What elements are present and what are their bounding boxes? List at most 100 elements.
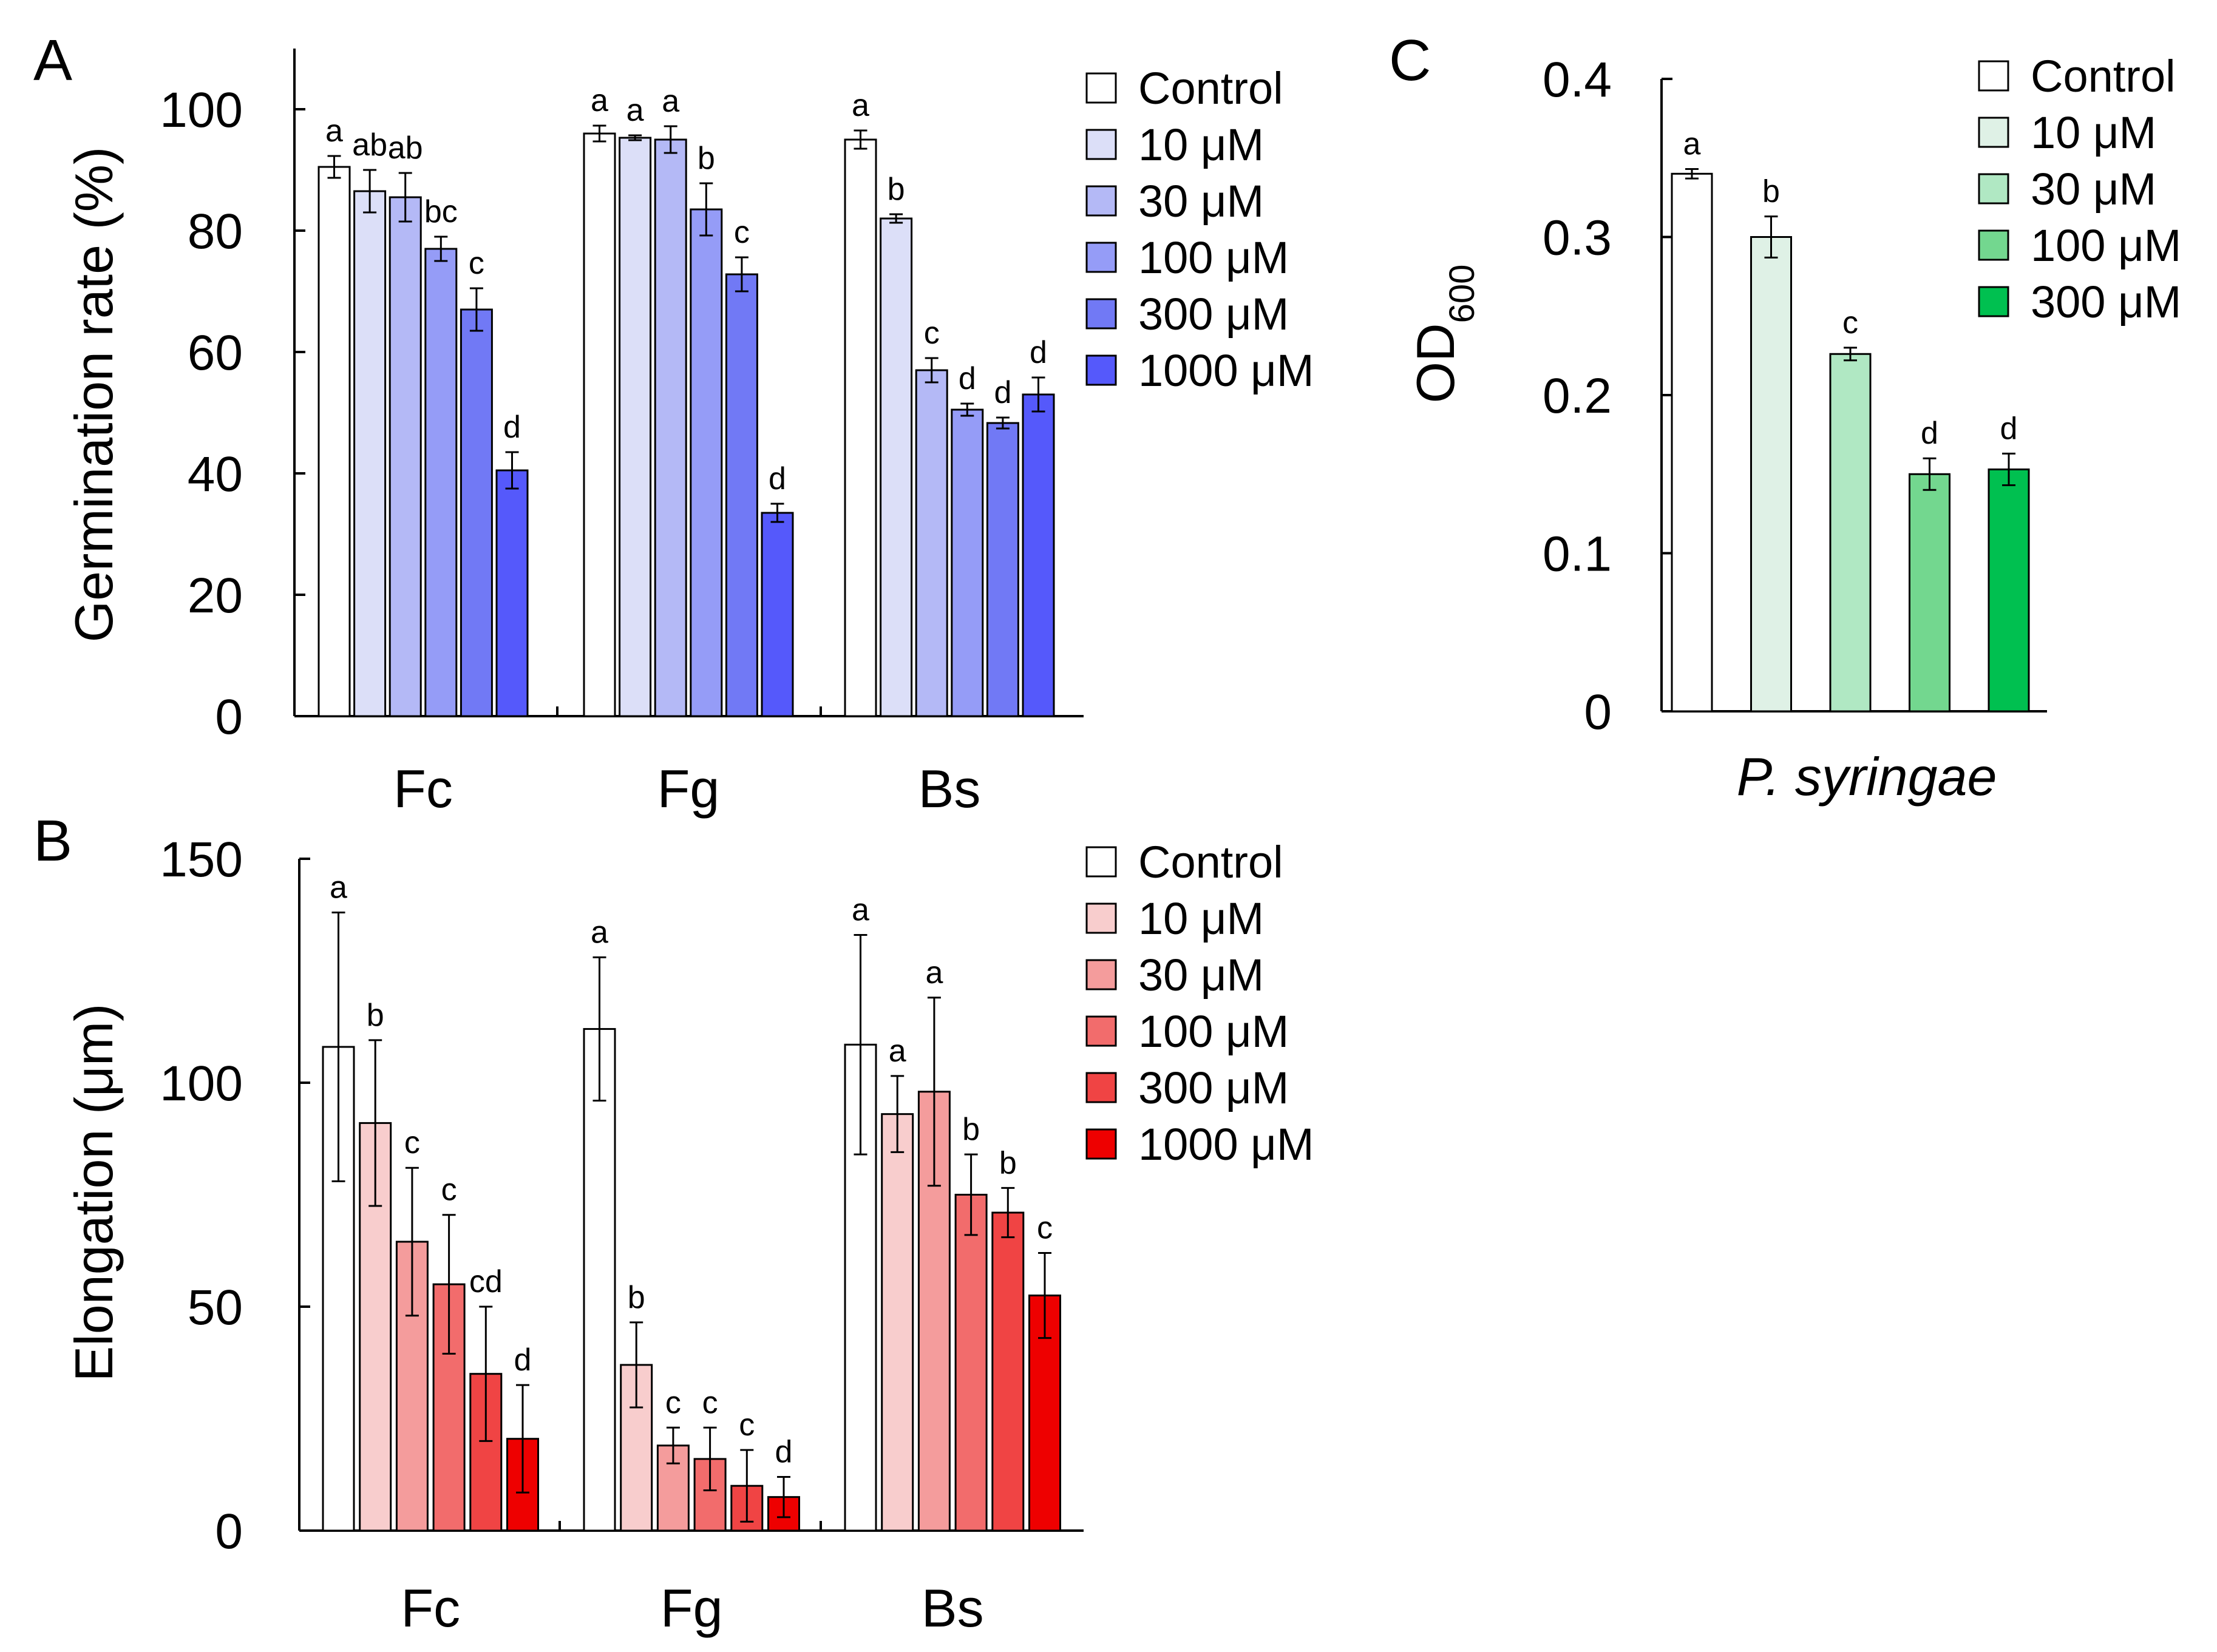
y-axis-title-subscript: 600 [1442,265,1482,323]
y-tick-label: 150 [160,832,243,887]
panel-letter-b: B [33,808,72,873]
significance-letter: d [775,1434,793,1469]
significance-letter: d [514,1342,532,1378]
significance-letter: bc [424,194,458,229]
significance-letter: a [852,892,869,927]
y-axis-title: Elongation (μm) [64,1004,124,1382]
panel-letter-c: C [1389,28,1431,93]
y-tick-label: 0.1 [1543,527,1612,582]
significance-letter: b [367,998,384,1033]
x-category-label: Fg [657,759,720,819]
legend-label: 100 μM [1138,232,1289,283]
bar-p-syringae-control [1671,172,1713,713]
y-tick-label: 50 [188,1280,243,1335]
legend-swatch [1085,846,1117,878]
legend-swatch [1085,129,1117,160]
significance-letter: c [702,1385,718,1420]
legend-label: 10 μM [2031,107,2156,158]
bar-fg-300-m [725,273,758,717]
bar-p-syringae-30-m [1829,353,1872,713]
y-tick-label: 0 [215,689,243,745]
legend-label: 30 μM [1138,950,1264,1000]
y-tick-label: 0.3 [1543,211,1612,266]
bar-fg-control [583,1027,616,1532]
bar-bs-100-m [951,408,984,717]
bar-fc-control [317,166,351,717]
legend-label: 300 μM [1138,289,1289,339]
bar-fg-30-m [654,138,687,717]
x-category-label: Fc [401,1578,460,1638]
significance-letter: ab [352,127,387,163]
legend-label: 10 μM [1138,120,1264,170]
significance-letter: a [662,84,679,119]
legend-label: 300 μM [1138,1063,1289,1113]
significance-letter: d [959,361,976,396]
significance-letter: b [962,1112,980,1147]
bar-bs-10-m [880,217,913,717]
bar-p-syringae-100-m [1909,473,1950,713]
bar-p-syringae-10-m [1750,236,1792,713]
significance-letter: c [734,215,750,250]
y-tick-label: 60 [188,325,243,381]
y-tick-label: 40 [188,447,243,502]
significance-letter: c [469,246,484,281]
y-tick-label: 0.4 [1543,52,1612,107]
legend-label: 10 μM [1138,893,1264,944]
bar-bs-1000-m [1022,393,1055,717]
bar-bs-control [844,138,877,717]
significance-letter: b [698,141,715,176]
significance-letter: d [1030,335,1047,370]
x-category-label: Bs [918,759,981,819]
x-category-label: Bs [922,1578,984,1638]
significance-letter: c [441,1173,457,1208]
significance-letter: cd [469,1264,503,1299]
bar-fc-1000-m [495,469,529,717]
bar-fg-control [583,132,616,717]
legend-label: Control [2031,51,2176,101]
significance-letter: b [999,1145,1017,1180]
bar-bs-10-m [881,1113,914,1532]
legend-swatch [1085,1015,1117,1047]
significance-letter: b [1762,174,1780,209]
legend-swatch [1085,902,1117,934]
bar-p-syringae-300-m [1988,468,2030,713]
significance-letter: a [852,88,869,123]
legend-label: 100 μM [1138,1006,1289,1057]
legend-label: 100 μM [2031,220,2181,271]
significance-letter: d [503,410,521,445]
y-axis-title: Germination rate (%) [64,147,124,643]
significance-letter: b [888,172,905,207]
bar-fg-100-m [690,208,723,717]
legend-label: Control [1138,837,1283,887]
legend-swatch [1978,286,2009,317]
significance-letter: c [1037,1210,1053,1245]
legend-label: 30 μM [1138,176,1264,226]
significance-letter: a [1683,126,1701,161]
significance-letter: c [1842,305,1858,340]
significance-letter: a [591,915,608,950]
significance-letter: a [626,93,644,128]
bar-bs-100-m [954,1194,988,1532]
legend-swatch [1978,173,2009,205]
y-tick-label: 100 [160,83,243,138]
y-axis-title: OD600 [1405,265,1482,404]
significance-letter: c [665,1385,681,1420]
x-category-label: Fg [660,1578,723,1638]
bar-bs-300-m [991,1211,1025,1532]
significance-letter: d [994,375,1011,410]
significance-letter: c [924,316,940,351]
x-category-label: Fc [393,759,453,819]
significance-letter: c [739,1407,755,1443]
legend-swatch [1978,229,2009,261]
significance-letter: c [404,1125,420,1160]
legend-swatch [1085,242,1117,273]
y-tick-label: 0 [215,1504,243,1559]
legend-swatch [1085,72,1117,104]
significance-letter: ab [388,130,423,166]
y-tick-label: 80 [188,204,243,259]
significance-letter: b [628,1280,645,1315]
legend-swatch [1978,60,2009,92]
significance-letter: d [1921,416,1938,451]
legend-swatch [1085,298,1117,330]
